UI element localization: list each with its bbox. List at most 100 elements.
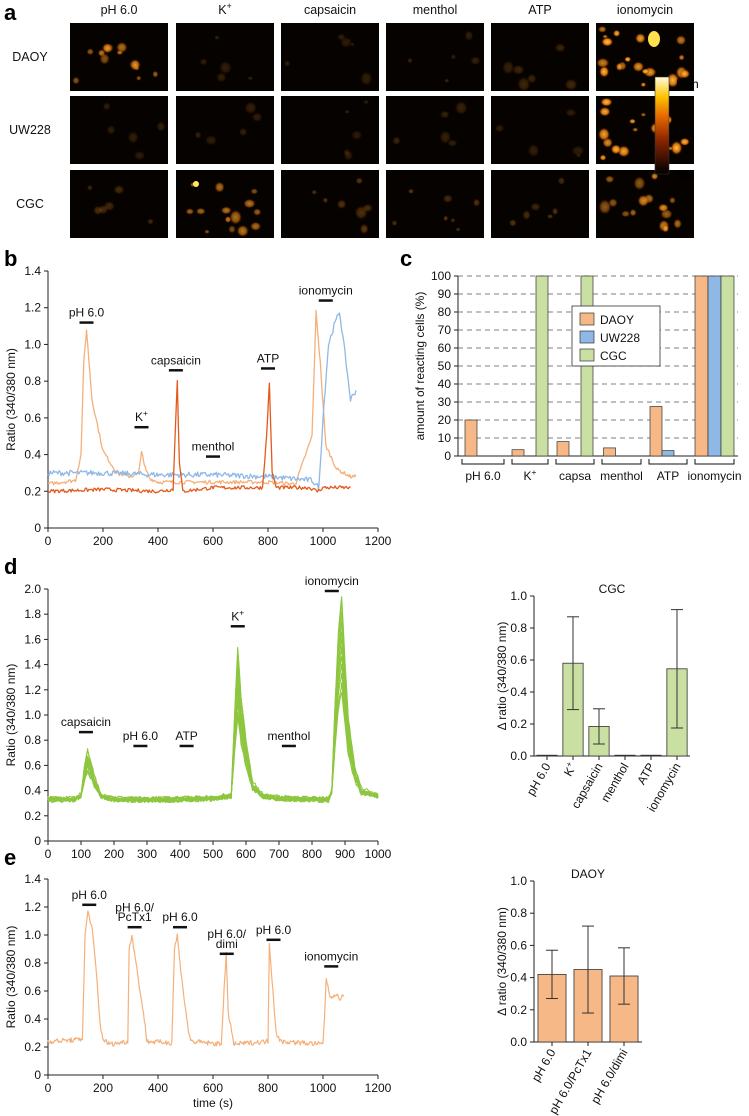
micrograph-tile xyxy=(176,23,274,91)
column-header-0: pH 6.0 xyxy=(101,3,138,17)
cell-spot xyxy=(363,99,370,105)
cell-spot xyxy=(194,131,202,139)
cell-spot xyxy=(214,35,220,40)
x-tick-label: 400 xyxy=(148,534,168,548)
cell-spot xyxy=(670,140,683,156)
panel-letter-a: a xyxy=(4,0,17,25)
cell-spot xyxy=(641,68,650,75)
micrograph-tile xyxy=(176,96,274,164)
cell-spot xyxy=(336,199,347,210)
cell-spot xyxy=(250,188,259,195)
y-tick-label: 0.8 xyxy=(24,956,41,970)
micrograph-background xyxy=(491,170,589,238)
chart-title: DAOY xyxy=(571,867,605,881)
x-tick-label: 600 xyxy=(236,847,256,861)
cell-spot xyxy=(501,60,515,75)
category-label-2: capsa xyxy=(559,469,591,483)
cell-spot xyxy=(612,29,621,38)
micrograph-tile xyxy=(386,170,484,238)
cell-spot xyxy=(204,134,218,146)
x-tick-label: 400 xyxy=(170,847,190,861)
bar xyxy=(614,754,636,757)
cell-spot xyxy=(527,143,540,158)
x-tick-label: 800 xyxy=(258,1081,278,1095)
bar-DAOY xyxy=(649,406,663,457)
cell-spot xyxy=(224,216,232,223)
cell-spot xyxy=(604,175,615,184)
cell-spot xyxy=(102,102,111,111)
bar xyxy=(640,754,662,757)
cell-spot xyxy=(601,37,614,47)
bar-UW228 xyxy=(661,450,675,457)
trace-6 xyxy=(47,611,379,804)
x-tick-label: 0 xyxy=(45,847,52,861)
bar-DAOY xyxy=(603,447,616,457)
cell-spot xyxy=(633,176,646,191)
panel-letter-d: d xyxy=(4,554,17,579)
category-label-3: menthol xyxy=(600,469,643,483)
x-tick-label: 0 xyxy=(45,534,52,548)
cell-spot xyxy=(469,56,481,66)
x-tick-label: 1200 xyxy=(365,534,392,548)
x-tick-label: 300 xyxy=(137,847,157,861)
category-bracket xyxy=(461,459,505,465)
x-tick-label: 700 xyxy=(269,847,289,861)
cell-spot xyxy=(557,176,566,186)
category-bracket xyxy=(648,459,688,465)
cell-spot xyxy=(228,225,236,234)
y-tick-label: 1.6 xyxy=(24,632,41,646)
micrograph-tile xyxy=(70,96,168,164)
row-label-1: UW228 xyxy=(9,123,51,137)
cell-spot xyxy=(101,43,113,54)
micrograph-tile xyxy=(491,23,589,93)
category-bracket xyxy=(694,459,735,465)
cell-spot xyxy=(216,72,227,83)
cell-spot xyxy=(508,219,517,227)
annotation-5: ionomycin xyxy=(305,574,359,588)
cell-spot xyxy=(86,48,95,56)
y-tick-label: 1.0 xyxy=(510,874,527,888)
annotation-3: menthol xyxy=(192,440,235,454)
annotation-1: K+ xyxy=(135,408,148,424)
cell-spot xyxy=(238,127,248,137)
cell-spot xyxy=(551,207,559,216)
x-tick-label: 900 xyxy=(335,847,355,861)
chart-d-left: 0 0.2 0.4 0.6 0.8 1.0 1.2 1.4 1.6 1.8 2.0 0 100 200 30… xyxy=(4,574,392,861)
micrograph-background xyxy=(176,96,274,164)
cell-spot xyxy=(679,69,691,79)
cell-spot xyxy=(106,124,116,135)
cell-spot xyxy=(472,198,481,207)
cell-spot xyxy=(600,97,613,107)
trace-11 xyxy=(47,601,379,801)
cell-spot xyxy=(214,181,225,193)
annotation-1: pH 6.0 xyxy=(123,729,159,743)
y-tick-label: 0.6 xyxy=(510,938,527,952)
y-tick-label: 50 xyxy=(438,359,452,373)
cell-spot xyxy=(615,62,623,72)
legend-swatch xyxy=(579,312,595,326)
y-tick-label: 1.4 xyxy=(24,264,41,278)
cell-spot xyxy=(678,54,685,61)
annotation-0: pH 6.0 xyxy=(69,306,105,320)
y-tick-label: 0.4 xyxy=(24,448,41,462)
bar xyxy=(536,754,558,757)
cell-spot xyxy=(662,224,670,233)
y-tick-label: 40 xyxy=(438,377,452,391)
micrograph-tile xyxy=(596,23,694,91)
cell-spot xyxy=(133,150,146,161)
cell-spot xyxy=(632,127,639,132)
y-tick-label: 0 xyxy=(444,449,451,463)
cell-spot xyxy=(597,127,611,142)
y-tick-label: 0.6 xyxy=(24,411,41,425)
cell-spot xyxy=(571,145,585,157)
y-tick-label: 0.4 xyxy=(24,784,41,798)
x-tick-label: 800 xyxy=(258,534,278,548)
micrograph-background xyxy=(386,96,484,164)
column-header-1: K+ xyxy=(218,1,231,17)
cell-spot xyxy=(204,229,210,234)
cell-spot xyxy=(152,70,159,78)
y-tick-label: 70 xyxy=(438,323,452,337)
y-tick-label: 0.4 xyxy=(510,685,527,699)
chart-e-left: 0 0.2 0.4 0.6 0.8 1.0 1.2 1.4 0 200 400 600 800 1000 1… xyxy=(4,872,392,1110)
